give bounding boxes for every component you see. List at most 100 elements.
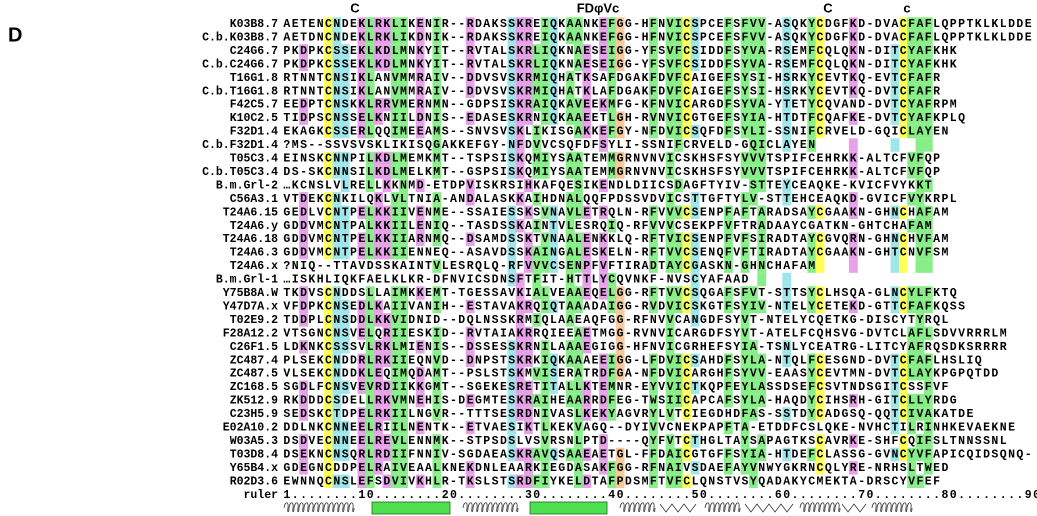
residue-highlight [340,97,350,112]
sequence: EINSKCNNPILKDLMEMKMT--TSPSISKQMIYSAATEMM… [283,153,940,166]
residue-highlight [507,245,517,260]
residue-highlight [382,407,392,421]
residue-highlight [682,286,692,300]
residue-highlight [332,340,342,354]
residue-highlight [915,366,925,381]
residue-highlight [382,151,392,166]
residue-highlight [390,111,400,125]
residue-highlight [382,219,392,233]
residue-highlight [507,84,517,98]
residue-highlight [357,407,367,421]
residue-highlight [515,272,525,287]
residue-highlight [374,353,383,367]
residue-highlight [382,205,392,220]
residue-highlight [898,380,908,394]
sequence-name: C26F1.5 [230,341,278,354]
sequence: RKDDDCSDELLRKVMNEHIS-DEGMTESKRAIHEAARRDF… [283,395,956,408]
residue-highlight [515,138,525,152]
residue-highlight [399,447,408,462]
residue-highlight [907,393,917,408]
residue-highlight [740,393,750,408]
sequence: GDDVMCNTPALKKIILENIQ--TASDSSKAINTVLESRQI… [283,220,931,233]
residue-highlight [740,151,750,166]
residue-highlight [299,286,308,300]
residue-highlight [332,326,342,341]
residue-highlight [674,124,683,139]
residue-highlight [915,434,925,448]
residue-highlight [332,245,342,260]
residue-highlight [299,407,308,421]
residue-highlight [399,245,408,260]
residue-highlight [324,245,333,260]
residue-highlight [549,111,558,125]
residue-highlight [399,151,408,166]
sequence-name: T05C3.4 [230,153,278,166]
residue-highlight [582,340,592,354]
sequence-name: C.b.T05C3.4 [202,166,278,179]
residue-highlight [399,178,408,193]
residue-highlight [332,393,342,408]
residue-highlight [682,124,692,139]
residue-highlight [740,84,750,98]
residue-highlight [723,57,733,72]
residue-highlight [740,407,750,421]
residue-highlight [365,380,375,394]
residue-highlight [599,286,608,300]
residue-highlight [615,461,625,475]
residue-highlight [549,97,558,112]
residue-highlight [374,192,383,206]
residue-highlight [340,245,350,260]
residue-highlight [740,313,750,327]
residue-highlight [915,340,925,354]
residue-highlight [815,205,825,220]
residue-highlight [365,178,375,193]
residue-highlight [649,474,658,489]
residue-highlight [748,165,758,179]
residue-highlight [848,232,858,246]
residue-highlight [324,97,333,112]
residue-highlight [848,461,858,475]
residue-highlight [782,407,792,421]
residue-highlight [898,299,908,314]
residue-highlight [374,232,383,246]
residue-highlight [507,17,517,31]
residue-highlight [848,205,858,220]
residue-highlight [432,232,442,246]
residue-highlight [757,44,767,58]
residue-highlight [890,407,900,421]
residue-highlight [599,366,608,381]
residue-highlight [607,366,617,381]
residue-highlight [399,57,408,72]
residue-highlight [607,124,617,139]
helix-coil [462,502,519,513]
residue-highlight [890,286,900,300]
residue-highlight [607,71,617,85]
residue-highlight [399,44,408,58]
residue-highlight [399,474,408,489]
residue-highlight [532,286,542,300]
residue-highlight [757,353,767,367]
residue-highlight [907,17,917,31]
residue-highlight [898,245,908,260]
residue-highlight [515,353,525,367]
residue-highlight [390,84,400,98]
residue-highlight [574,420,583,435]
residue-highlight [923,407,933,421]
residue-highlight [365,474,375,489]
residue-highlight [915,192,925,206]
residue-highlight [665,124,675,139]
residue-highlight [923,286,933,300]
sequence-name: C24G6.7 [230,45,278,58]
residue-highlight [299,44,308,58]
residue-highlight [357,17,367,31]
residue-highlight [807,71,817,85]
residue-highlight [565,205,575,220]
residue-highlight [324,111,333,125]
residue-highlight [515,393,525,408]
residue-highlight [748,353,758,367]
residue-highlight [848,245,858,260]
residue-highlight [740,71,750,85]
residue-highlight [723,393,733,408]
residue-highlight [848,17,858,31]
residue-highlight [565,219,575,233]
